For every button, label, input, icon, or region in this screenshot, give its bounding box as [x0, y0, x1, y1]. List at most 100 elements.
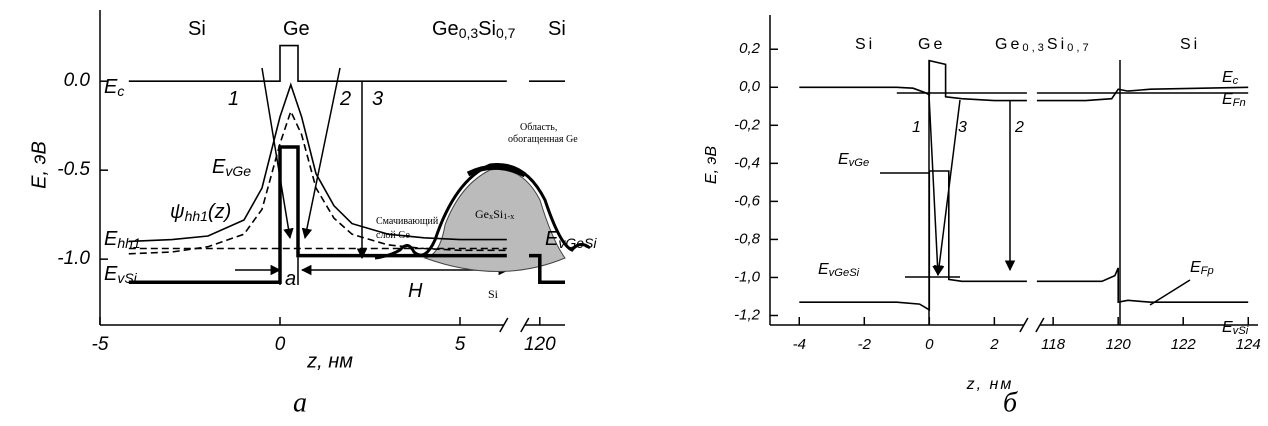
subscript: 1-x [503, 212, 515, 221]
annotation: EvGeSi [818, 261, 860, 279]
label-part: Область, [520, 122, 557, 133]
label-part: E [545, 228, 559, 250]
annotation: 2 [339, 88, 351, 110]
subscript: 0,3 [459, 25, 479, 41]
label-part: H [408, 280, 423, 302]
subscript: vGeSi [558, 235, 597, 251]
subscript: Fp [1201, 265, 1214, 277]
x-axis-label: z, нм [306, 350, 353, 372]
band-line [128, 109, 507, 255]
region-label: Si [855, 36, 875, 53]
x-tick-label: 122 [1171, 336, 1197, 353]
label-part: 2 [339, 88, 351, 110]
label-part: Si [493, 207, 504, 221]
label-part: Si [855, 36, 875, 53]
label-part: Ge [918, 36, 945, 53]
x-tick-label: -5 [92, 334, 109, 355]
label-part: 3 [958, 119, 967, 136]
subscript: vGe [849, 157, 870, 169]
annotation: EvGe [212, 156, 251, 179]
subscript: hh1 [117, 235, 140, 251]
label-part: Si [188, 18, 206, 40]
label-part: 1 [912, 119, 921, 136]
subscript: vSi [117, 270, 137, 286]
annotation: EvSi [104, 263, 138, 286]
x-tick-label: 0 [275, 334, 286, 355]
label-part: Ge [475, 207, 489, 221]
band-line [799, 170, 1249, 312]
annotation: Ec [104, 76, 124, 99]
label-part: E [1222, 319, 1233, 336]
subscript: vSi [1233, 325, 1249, 337]
label-part: E [104, 76, 118, 98]
axis-break [1019, 317, 1045, 333]
x-tick-label: 5 [455, 334, 466, 355]
y-tick-label: -0,8 [734, 230, 761, 247]
y-tick-label: 0.0 [64, 70, 91, 91]
annotation: Ec [1222, 69, 1239, 87]
band-line [128, 44, 565, 82]
annotation: EvGe [838, 151, 869, 169]
region-label: Si [1180, 36, 1200, 53]
y-tick-label: -0,6 [734, 192, 761, 209]
subscript: 0,7 [496, 25, 516, 41]
x-tick-label: 120 [524, 334, 556, 355]
band-line [128, 82, 507, 243]
label-part: Si [548, 18, 566, 40]
subscript: vGe [225, 163, 251, 179]
x-tick-label: 2 [989, 336, 999, 353]
y-tick-label: -0,4 [734, 154, 760, 171]
label-part: a [285, 268, 296, 290]
inset-label: слой Ge [376, 230, 411, 241]
inset-label: Si [488, 287, 499, 301]
region-label: Si [188, 18, 206, 40]
annotation: 1 [228, 88, 239, 110]
label-part: Ge [432, 18, 459, 40]
label-part: Si [1180, 36, 1200, 53]
label-part: 2 [1014, 119, 1024, 136]
inset-label: обогащенная Ge [508, 134, 578, 145]
x-tick-label: 120 [1106, 336, 1132, 353]
subscript: c [1233, 75, 1239, 87]
inset-label: Область, [520, 122, 557, 133]
y-tick-label: -0,2 [734, 116, 761, 133]
label-part: E [104, 263, 118, 285]
label-part: 3 [372, 88, 383, 110]
y-tick-label: -1.0 [57, 248, 90, 269]
label-part: ψ [170, 201, 185, 223]
y-tick-label: 0,0 [739, 78, 761, 95]
x-axis-label: z, нм [966, 376, 1014, 393]
subscript: 0,7 [1067, 42, 1092, 54]
subscript: Fn [1233, 97, 1246, 109]
y-axis-label: E, эВ [28, 141, 50, 189]
x-tick-label: -2 [858, 336, 872, 353]
annotation: EFp [1190, 259, 1214, 277]
panel-caption: а [293, 387, 307, 418]
inset [374, 162, 591, 272]
x-tick-label: 124 [1236, 336, 1261, 353]
label-part: E [104, 228, 118, 250]
region-label: Ge [918, 36, 945, 53]
subscript: c [117, 83, 124, 99]
label-part: слой Ge [376, 230, 411, 241]
annotation: EvGeSi [545, 228, 597, 251]
annotation: ψhh1(z) [170, 201, 231, 224]
region-label: Si [548, 18, 566, 40]
y-tick-label: 0,2 [739, 40, 761, 57]
annotation: 1 [912, 119, 921, 136]
annotation: a [285, 268, 296, 290]
annotation: EvSi [1222, 319, 1249, 337]
label-part: Si [488, 287, 499, 301]
band-line [128, 145, 565, 285]
label-part: E [818, 261, 829, 278]
label-part: E [838, 151, 849, 168]
label-part: Ge [995, 36, 1022, 53]
label-part: Ge [283, 18, 310, 40]
label-part: E [1222, 91, 1233, 108]
region-label: Ge [283, 18, 310, 40]
annotation: 2 [1014, 119, 1024, 136]
subscript: x [489, 212, 494, 221]
x-tick-label: 0 [925, 336, 934, 353]
panel-caption: б [1003, 387, 1018, 418]
